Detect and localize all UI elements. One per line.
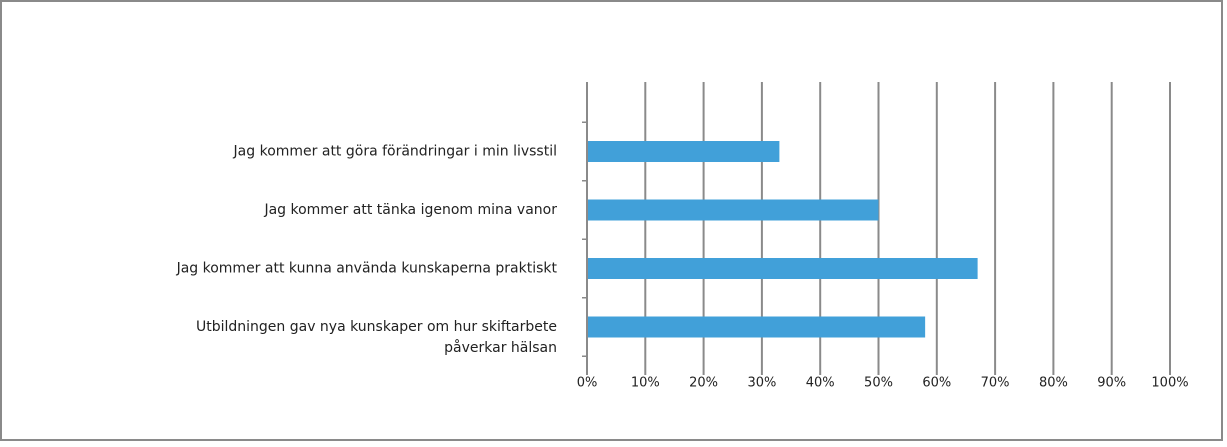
x-tick-label: 0% [577, 376, 598, 391]
x-tick-label: 100% [1151, 376, 1188, 391]
y-tick-label: Jag kommer att kunna använda kunskaperna… [176, 261, 558, 277]
bar [587, 141, 780, 162]
x-tick-label: 40% [806, 376, 835, 391]
bar [587, 199, 879, 221]
x-tick-label: 10% [631, 376, 660, 391]
x-tick-label: 50% [864, 376, 893, 391]
bar [587, 258, 978, 279]
x-tick-label: 80% [1039, 376, 1068, 391]
y-tick-label: Utbildningen gav nya kunskaper om hur sk… [196, 319, 557, 356]
x-tick-label: 30% [747, 376, 776, 391]
x-tick-label: 60% [922, 376, 951, 391]
x-tick-label: 20% [689, 376, 718, 391]
bar [587, 316, 926, 338]
x-tick-label: 90% [1097, 376, 1126, 391]
y-tick-label: Jag kommer att tänka igenom mina vanor [263, 202, 557, 218]
x-tick-label: 70% [981, 376, 1010, 391]
y-tick-label: Jag kommer att göra förändringar i min l… [233, 144, 557, 160]
